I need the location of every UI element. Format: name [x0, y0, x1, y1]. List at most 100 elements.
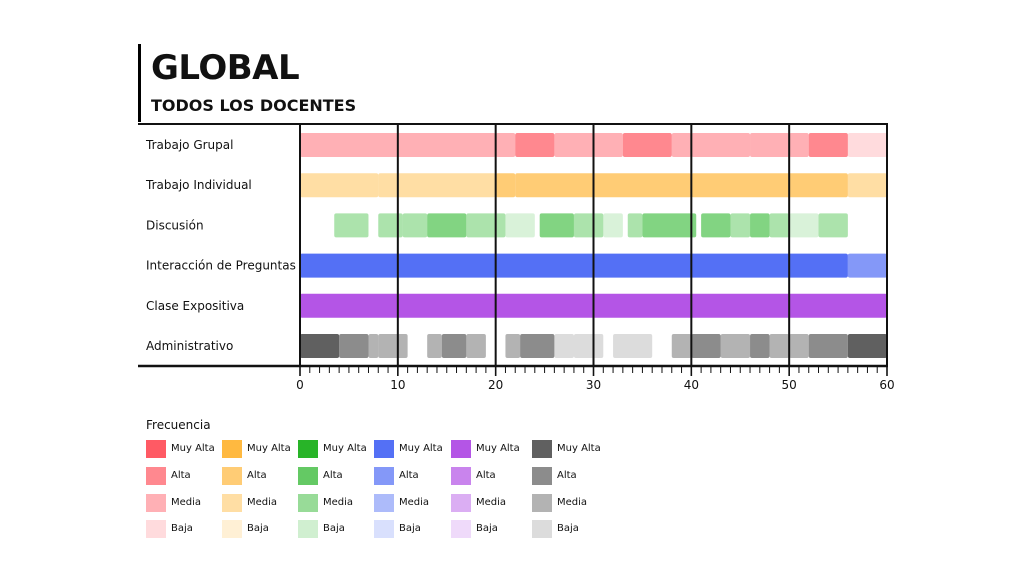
tick-label: 30 [586, 378, 601, 392]
bar-segment [378, 334, 408, 358]
legend-label: Alta [557, 470, 577, 481]
legend-title: Frecuencia [146, 418, 211, 432]
legend-swatch [451, 467, 471, 485]
legend-label: Alta [171, 470, 191, 481]
bar-segment [789, 213, 819, 238]
bar-segment [466, 213, 506, 238]
bar-segment [339, 334, 369, 358]
bar-segment [441, 334, 467, 358]
bar-segment [642, 213, 697, 238]
bar-segment [505, 334, 521, 358]
bar-segment [808, 334, 848, 358]
legend-swatch [532, 467, 552, 485]
legend-swatch [532, 520, 552, 538]
legend-swatch [451, 440, 471, 458]
legend-swatch [374, 440, 394, 458]
legend-label: Muy Alta [323, 443, 367, 454]
legend-swatch [146, 440, 166, 458]
bar-segment [515, 173, 692, 198]
legend-swatch [298, 520, 318, 538]
bar-segment [427, 213, 467, 238]
bar-segment [769, 334, 790, 358]
bar-segment [701, 213, 731, 238]
bar-segment [671, 133, 692, 157]
legend-swatch [298, 440, 318, 458]
legend-swatch [451, 520, 471, 538]
legend-label: Baja [557, 523, 579, 534]
legend-label: Muy Alta [557, 443, 601, 454]
bar-segment [495, 173, 516, 198]
bar-segment [427, 334, 442, 358]
bar-segment [622, 133, 672, 157]
legend-label: Muy Alta [399, 443, 443, 454]
legend-label: Media [323, 497, 354, 508]
legend-swatch [298, 494, 318, 512]
bar-segment [466, 334, 486, 358]
bar-segment [691, 334, 721, 358]
legend-swatch [298, 467, 318, 485]
bar-segment [750, 334, 770, 358]
bar-segment [520, 334, 555, 358]
legend-label: Media [557, 497, 588, 508]
bar-segment [515, 133, 555, 157]
legend-label: Baja [323, 523, 345, 534]
row-label: Discusión [146, 218, 204, 232]
page-title: GLOBAL [151, 48, 300, 88]
legend-swatch [374, 520, 394, 538]
legend-swatch [222, 520, 242, 538]
legend-swatch [374, 467, 394, 485]
tick-label: 20 [488, 378, 503, 392]
bar-segment [691, 173, 848, 198]
legend-label: Media [476, 497, 507, 508]
bar-segment [300, 334, 340, 358]
legend: Frecuencia Muy Alta Alta Media Baja Muy Alta… [146, 416, 616, 556]
bar-segment [554, 133, 594, 157]
legend-label: Baja [399, 523, 421, 534]
bar-segment [730, 213, 751, 238]
bar-segment [847, 253, 887, 278]
bar-segment [818, 213, 848, 238]
page-subtitle: TODOS LOS DOCENTES [151, 96, 357, 115]
row-label: Trabajo Grupal [145, 138, 233, 152]
bar-segment [847, 133, 887, 157]
bar-segment [300, 173, 379, 198]
legend-swatch [222, 494, 242, 512]
bar-segment [368, 334, 379, 358]
row-label: Trabajo Individual [145, 178, 252, 192]
legend-label: Baja [247, 523, 269, 534]
legend-swatch [146, 520, 166, 538]
bar-segment [505, 213, 535, 238]
bar-segment [750, 213, 770, 238]
bar-segment [847, 173, 887, 198]
bar-segment [603, 213, 623, 238]
legend-swatch [374, 494, 394, 512]
legend-swatch [451, 494, 471, 512]
legend-swatch [222, 467, 242, 485]
bar-segment [495, 133, 516, 157]
bar-segment [720, 334, 751, 358]
legend-swatch [532, 440, 552, 458]
legend-label: Media [247, 497, 278, 508]
bar-segment [300, 253, 848, 278]
legend-label: Alta [399, 470, 419, 481]
legend-swatch [146, 494, 166, 512]
bar-segment [627, 213, 643, 238]
legend-label: Alta [247, 470, 267, 481]
bar-segment [789, 133, 809, 157]
bar-segment [789, 334, 809, 358]
bar-segment [378, 213, 403, 238]
bar-segment [378, 173, 496, 198]
legend-label: Muy Alta [171, 443, 215, 454]
bar-segment [573, 213, 604, 238]
legend-label: Media [399, 497, 430, 508]
row-label: Clase Expositiva [146, 299, 244, 313]
bar-segment [573, 334, 604, 358]
bar-segment [691, 133, 751, 157]
legend-label: Alta [323, 470, 343, 481]
bar-segment [334, 213, 369, 238]
legend-label: Alta [476, 470, 496, 481]
bar-segment [554, 334, 574, 358]
bar-segment [750, 133, 790, 157]
legend-label: Baja [476, 523, 498, 534]
title-block: GLOBAL TODOS LOS DOCENTES [138, 44, 356, 122]
